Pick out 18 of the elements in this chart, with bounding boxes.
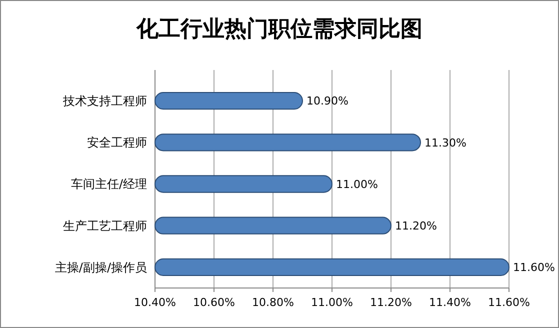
data-label: 11.00% (336, 178, 378, 191)
data-label: 11.20% (395, 219, 437, 232)
y-tick-label: 安全工程师 (87, 136, 147, 150)
x-tick-label: 11.60% (488, 296, 530, 309)
x-tick-label: 10.80% (252, 296, 294, 309)
y-tick-label: 车间主任/经理 (70, 177, 147, 192)
x-tick-label: 11.00% (311, 296, 353, 309)
data-label: 10.90% (306, 94, 348, 108)
y-tick-label: 生产工艺工程师 (63, 218, 147, 233)
data-label: 11.30% (424, 136, 466, 150)
x-tick-label: 10.40% (134, 296, 176, 309)
y-tick-label: 主操/副操/操作员 (54, 260, 147, 274)
x-tick-label: 11.20% (370, 296, 412, 309)
data-label: 11.60% (513, 261, 555, 274)
y-tick-label: 技术支持工程师 (62, 94, 147, 108)
x-tick-label: 11.40% (429, 296, 471, 309)
chart-title: 化工行业热门职位需求同比图 (136, 16, 422, 42)
x-tick-label: 10.60% (193, 296, 235, 309)
